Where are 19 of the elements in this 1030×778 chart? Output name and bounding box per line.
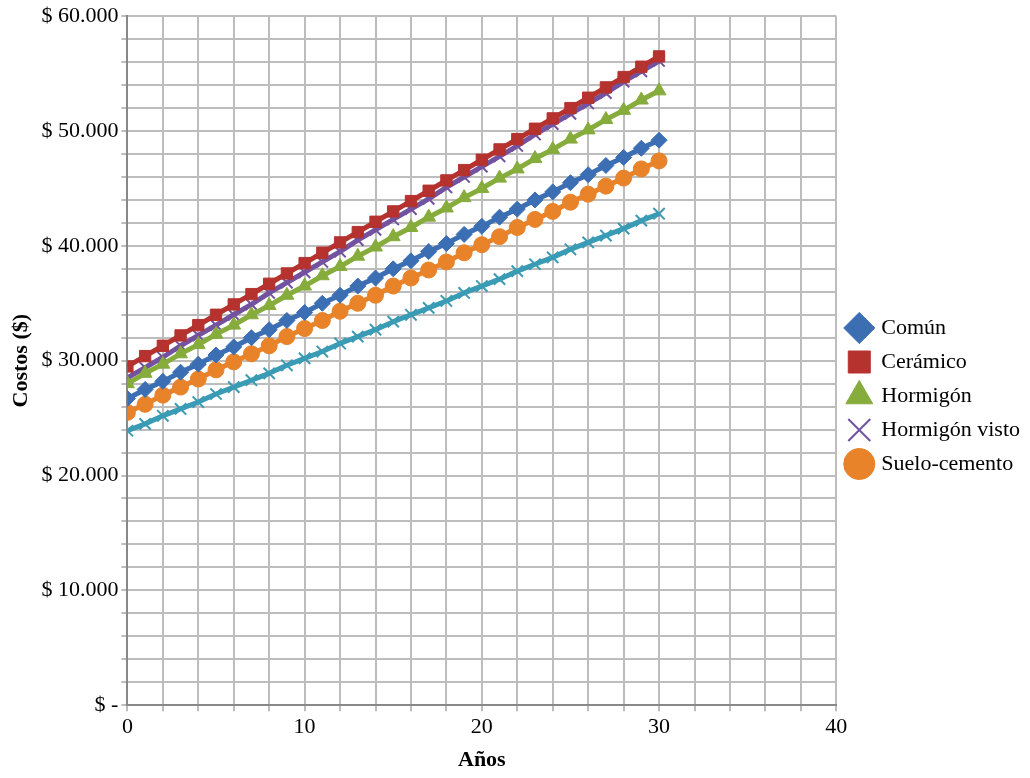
y-tick-label: $ 60.000 [41, 1, 119, 27]
y-tick-label: $ 50.000 [41, 116, 119, 142]
x-tick-label: 20 [470, 713, 493, 739]
y-tick-label: $ 30.000 [41, 346, 119, 372]
y-tick-label: $ 40.000 [41, 231, 119, 257]
y-tick-label: $ - [94, 690, 119, 716]
y-tick-label: $ 10.000 [41, 576, 119, 602]
legend-label: Común [881, 313, 947, 339]
legend-label: Suelo-cemento [881, 449, 1014, 475]
y-tick-label: $ 20.000 [41, 461, 119, 487]
x-tick-label: 0 [121, 713, 133, 739]
legend-label: Hormigón [881, 381, 972, 407]
x-axis-title: Años [457, 746, 507, 772]
y-axis-title: Costos ($) [6, 313, 32, 408]
x-tick-label: 10 [293, 713, 316, 739]
x-tick-label: 30 [648, 713, 671, 739]
x-tick-label: 40 [825, 713, 848, 739]
legend-label: Hormigón visto [881, 415, 1021, 441]
legend-label: Cerámico [881, 347, 967, 373]
